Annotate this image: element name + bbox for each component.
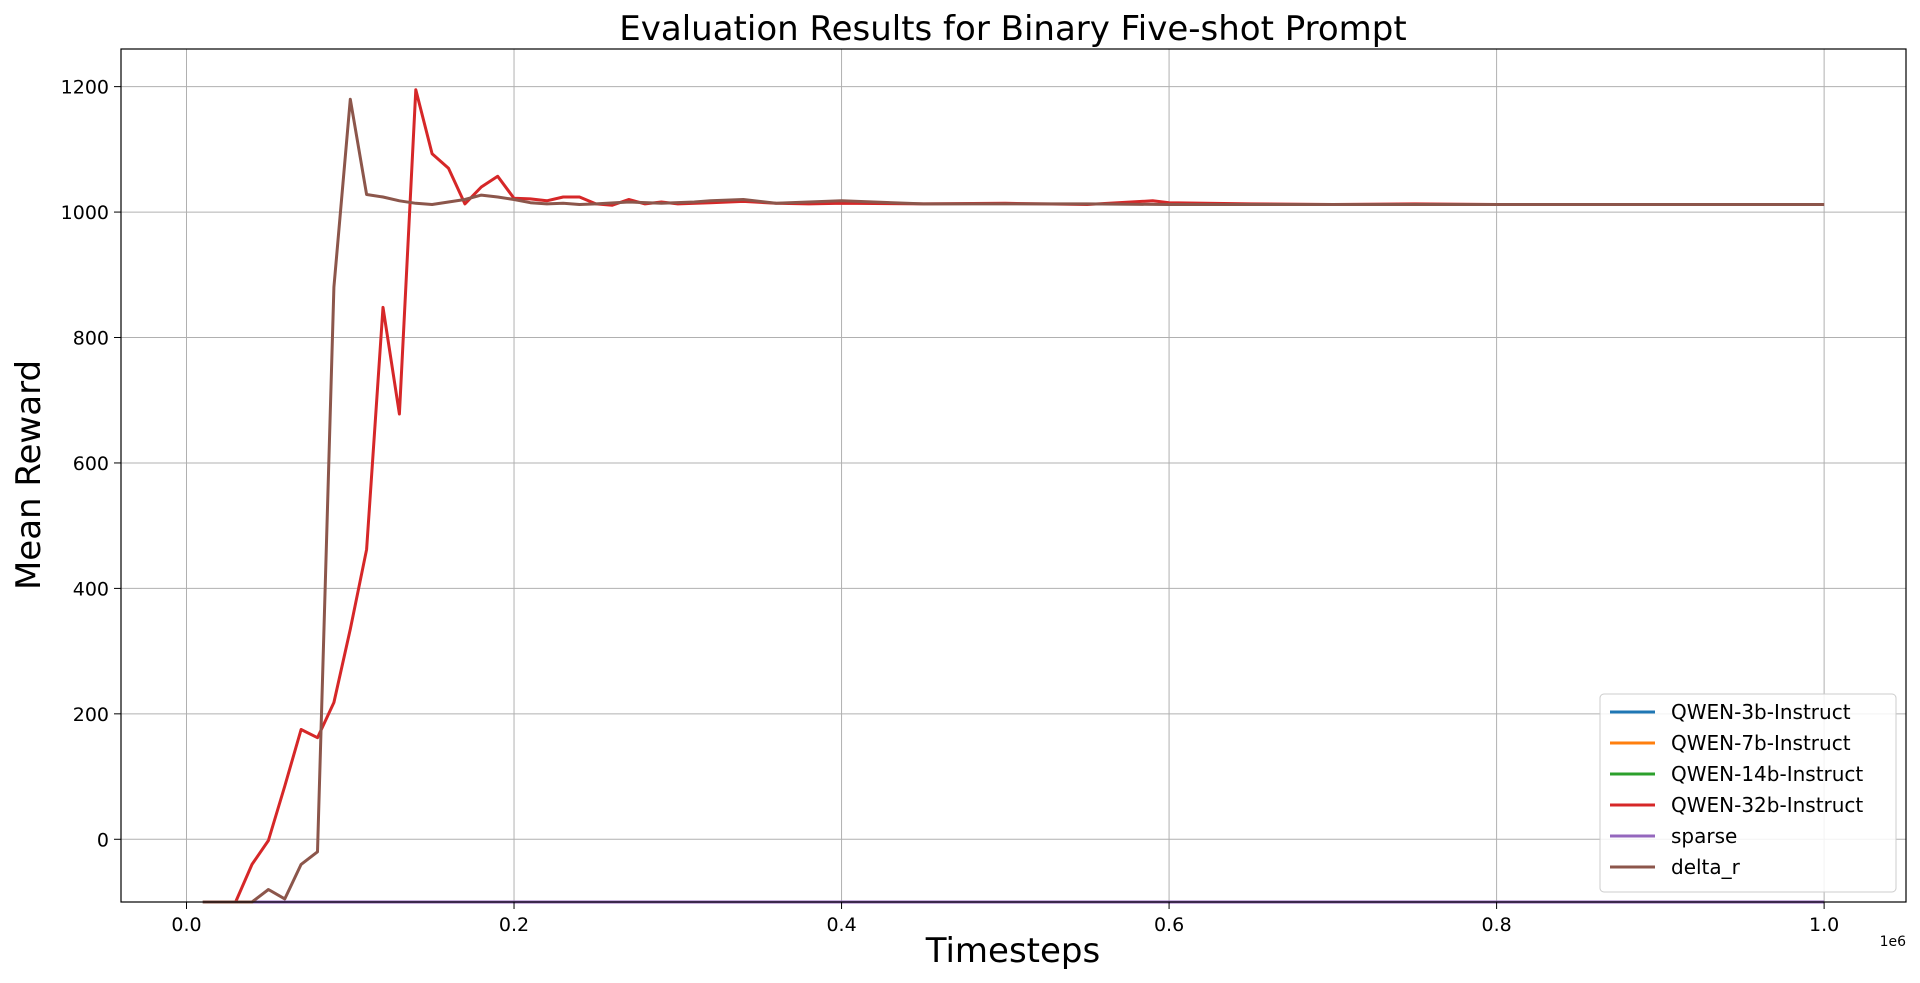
plot-frame	[120, 48, 1907, 903]
x-tick-label: 0.2	[499, 914, 529, 936]
chart-title: Evaluation Results for Binary Five-shot …	[619, 9, 1406, 49]
y-axis-ticks: 0 200 400 600 800 1000 1200	[61, 77, 121, 851]
legend-box	[1599, 693, 1897, 893]
legend-label-delta-r: delta_r	[1671, 855, 1741, 879]
y-tick-label: 200	[73, 704, 109, 726]
y-tick-label: 0	[97, 829, 109, 851]
x-offset-label: 1e6	[1880, 934, 1907, 950]
y-tick-label: 600	[73, 453, 109, 475]
y-tick-label: 800	[73, 328, 109, 350]
series-line-qwen-32b-instruct	[202, 88, 1825, 904]
legend-label-qwen-14b-instruct: QWEN-14b-Instruct	[1671, 762, 1863, 786]
x-axis-ticks: 0.0 0.2 0.4 0.6 0.8 1.0	[171, 902, 1839, 936]
y-tick-label: 1200	[61, 77, 109, 99]
legend-label-qwen-3b-instruct: QWEN-3b-Instruct	[1671, 700, 1851, 724]
x-tick-label: 0.0	[171, 914, 201, 936]
x-tick-label: 0.6	[1154, 914, 1184, 936]
legend: QWEN-3b-Instruct QWEN-7b-Instruct QWEN-14b…	[1599, 693, 1897, 893]
legend-label-qwen-32b-instruct: QWEN-32b-Instruct	[1671, 793, 1863, 817]
legend-label-qwen-7b-instruct: QWEN-7b-Instruct	[1671, 731, 1851, 755]
grid	[121, 49, 1906, 902]
y-tick-label: 1000	[61, 202, 109, 224]
y-axis-title: Mean Reward	[9, 360, 49, 590]
x-tick-label: 1.0	[1809, 914, 1839, 936]
x-axis-title: Timesteps	[925, 931, 1100, 971]
y-tick-label: 400	[73, 578, 109, 600]
series-line-delta-r	[202, 97, 1825, 904]
x-tick-label: 0.8	[1481, 914, 1511, 936]
legend-label-sparse: sparse	[1671, 824, 1737, 848]
x-tick-label: 0.4	[826, 914, 856, 936]
